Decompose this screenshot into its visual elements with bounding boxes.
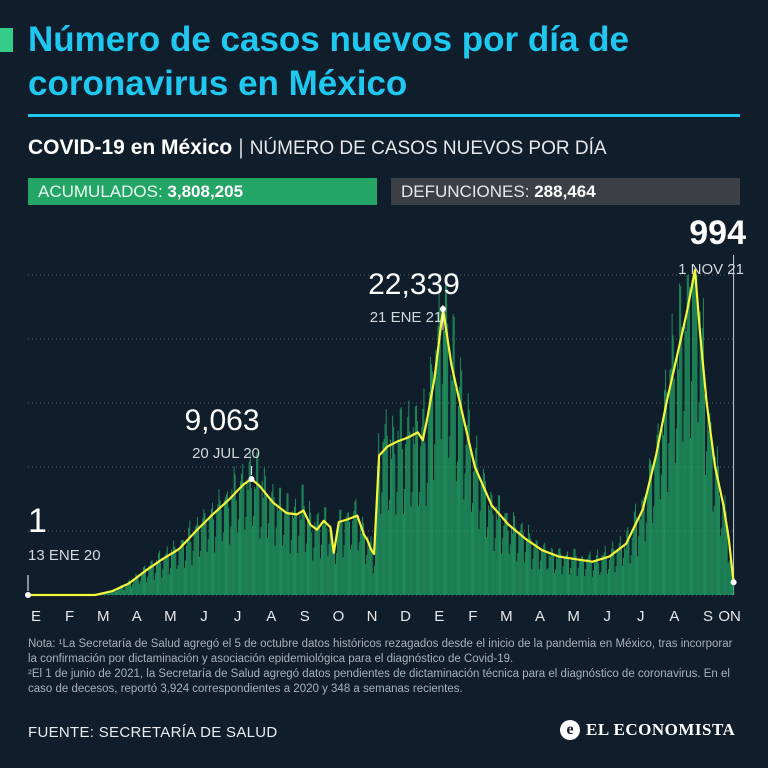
annotation-value: 9,063 [184,404,259,437]
annotation-dot [25,591,31,598]
annotation-date: 20 JUL 20 [192,445,260,462]
daily-bars [95,275,735,595]
annotation-date: 13 ENE 20 [28,547,101,564]
x-tick-label: D [400,608,411,625]
moving-average-line [28,268,735,597]
x-tick-label: J [234,608,242,625]
x-tick-label: S [703,608,713,625]
x-tick-label: M [164,608,177,625]
subtitle-light: NÚMERO DE CASOS NUEVOS POR DÍA [249,138,607,159]
source-credit: FUENTE: SECRETARÍA DE SALUD [28,724,278,741]
title-accent-bar [0,28,13,52]
x-tick-label: ON [718,608,741,625]
acumulados-badge: ACUMULADOS: 3,808,205 [28,178,377,205]
x-tick-label: A [535,608,545,625]
page-title: Número de casos nuevos por día de corona… [28,20,629,103]
defunciones-value: 288,464 [534,182,596,201]
x-tick-label: M [97,608,110,625]
x-tick-label: J [637,608,645,625]
acumulados-label: ACUMULADOS: [38,182,163,201]
x-tick-label: E [31,608,41,625]
x-tick-label: A [669,608,679,625]
annotation-dot [730,579,737,586]
x-tick-label: F [65,608,74,625]
footnote-line-1: Nota: ¹La Secretaría de Salud agregó el … [28,638,733,665]
annotation-date: 1 NOV 21 [678,261,744,278]
title-divider [28,114,740,117]
annotation-value: 22,339 [368,268,460,301]
x-tick-label: A [132,608,142,625]
subtitle-separator: | [238,136,244,159]
x-tick-label: O [333,608,345,625]
x-tick-label: M [500,608,513,625]
x-tick-label: J [200,608,208,625]
annotation-value: 1 [28,502,47,540]
x-tick-label: M [567,608,580,625]
x-tick-label: N [367,608,378,625]
brand-name: EL ECONOMISTA [586,720,736,739]
annotation-dot [439,306,446,313]
annotation-date: 21 ENE 21 [370,309,443,326]
acumulados-value: 3,808,205 [167,182,244,201]
brand: e EL ECONOMISTA [560,720,735,740]
x-tick-label: F [468,608,477,625]
footnote-line-2: ²El 1 de junio de 2021, la Secretaría de… [28,668,730,695]
x-tick-label: J [603,608,611,625]
defunciones-badge: DEFUNCIONES: 288,464 [391,178,740,205]
subtitle-bold: COVID-19 en México [28,136,233,159]
x-tick-label: S [300,608,310,625]
defunciones-label: DEFUNCIONES: [401,182,530,201]
brand-logo-icon: e [560,720,580,740]
chart-subtitle: COVID-19 en México | NÚMERO DE CASOS NUEVO… [28,136,607,160]
x-tick-label: A [266,608,276,625]
annotation-dot [248,475,255,482]
x-tick-label: E [434,608,444,625]
annotation-value: 994 [689,214,746,252]
footnote: Nota: ¹La Secretaría de Salud agregó el … [28,637,743,697]
